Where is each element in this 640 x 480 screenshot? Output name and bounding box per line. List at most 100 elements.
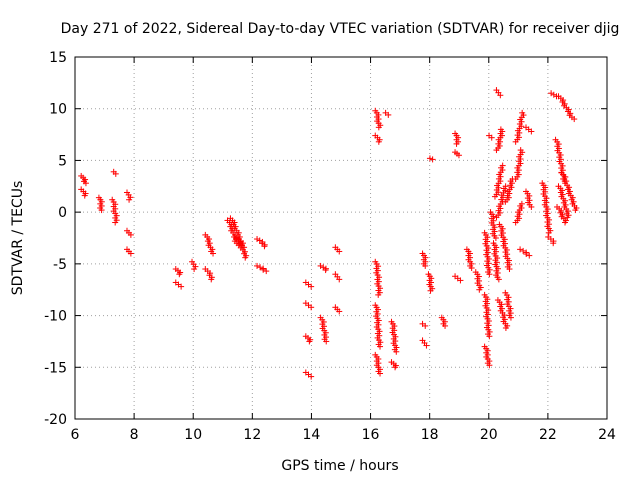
data-point — [517, 246, 524, 253]
x-axis-title: GPS time / hours — [281, 458, 398, 474]
data-point — [306, 338, 313, 345]
axis-ticks: 6 8 10 12 14 16 18 20 22 24 -20 -15 -10 -5 0 5 10 15 — [44, 50, 616, 443]
data-point — [562, 219, 569, 226]
y-tick-label: -10 — [44, 309, 67, 325]
data-point — [499, 162, 506, 169]
data-point — [453, 140, 460, 147]
data-point — [336, 248, 343, 255]
data-point — [178, 283, 185, 290]
data-point — [517, 147, 524, 154]
data-point — [457, 277, 464, 284]
data-point — [392, 364, 399, 371]
data-point — [423, 342, 430, 349]
x-tick-label: 18 — [421, 427, 439, 443]
y-tick-label: 10 — [49, 102, 67, 118]
data-point — [112, 170, 119, 177]
data-point — [550, 91, 557, 98]
x-tick-label: 10 — [184, 427, 202, 443]
grid — [75, 57, 607, 419]
data-point — [323, 338, 330, 345]
data-point — [81, 192, 88, 199]
data-point — [393, 348, 400, 355]
data-point — [528, 203, 535, 210]
data-point — [564, 214, 571, 221]
data-point — [422, 322, 429, 329]
data-point — [528, 128, 535, 135]
data-point — [210, 250, 217, 257]
y-tick-label: 15 — [49, 50, 67, 66]
y-tick-label: -15 — [44, 360, 67, 376]
data-point — [375, 291, 382, 298]
data-point — [486, 362, 493, 369]
data-point — [492, 235, 499, 241]
data-point — [308, 304, 315, 311]
data-point — [242, 254, 249, 261]
data-point — [427, 287, 434, 294]
data-point — [263, 268, 270, 275]
data-point — [254, 262, 261, 269]
data-point — [488, 134, 495, 141]
x-tick-label: 16 — [362, 427, 380, 443]
data-point — [526, 252, 533, 259]
data-point — [191, 266, 198, 273]
data-point — [322, 267, 329, 274]
data-point — [308, 373, 315, 380]
data-point — [495, 276, 502, 283]
data-point — [502, 324, 509, 331]
data-point — [377, 370, 384, 377]
x-tick-label: 12 — [243, 427, 261, 443]
data-point — [442, 322, 449, 329]
data-point — [486, 333, 493, 340]
data-point — [519, 109, 526, 116]
y-tick-label: -5 — [53, 257, 67, 273]
data-point — [261, 243, 268, 250]
data-point — [548, 90, 555, 97]
x-tick-label: 6 — [71, 427, 80, 443]
data-point — [176, 271, 183, 278]
data-point — [126, 196, 133, 203]
x-tick-label: 22 — [539, 427, 557, 443]
data-point — [426, 155, 433, 162]
data-point — [336, 276, 343, 283]
x-tick-label: 20 — [480, 427, 498, 443]
data-point — [468, 264, 475, 271]
data-point — [112, 219, 119, 226]
y-tick-label: -20 — [44, 412, 67, 428]
plot-frame — [74, 56, 608, 420]
data-point — [308, 283, 315, 290]
data-point — [523, 251, 530, 258]
x-tick-label: 14 — [303, 427, 321, 443]
data-point — [336, 308, 343, 315]
data-point — [429, 156, 436, 163]
x-tick-label: 24 — [598, 427, 616, 443]
data-point — [520, 247, 527, 254]
y-tick-label: 5 — [58, 153, 67, 169]
chart-title: Day 271 of 2022, Sidereal Day-to-day VTE… — [61, 21, 620, 37]
data-point — [497, 92, 504, 99]
data-point — [497, 126, 504, 133]
data-point — [127, 250, 134, 257]
data-point — [385, 111, 392, 118]
data-point — [476, 286, 483, 293]
data-point — [257, 264, 264, 271]
data-point — [127, 231, 134, 238]
data-point — [507, 314, 514, 321]
data-point — [486, 271, 493, 278]
data-point — [254, 236, 261, 243]
data-points — [78, 87, 580, 380]
data-point — [502, 183, 509, 190]
x-tick-label: 8 — [130, 427, 139, 443]
data-point — [455, 152, 462, 159]
data-point — [375, 124, 382, 131]
data-point — [377, 343, 384, 350]
y-axis-title: SDTVAR / TECUs — [10, 181, 26, 296]
data-point — [208, 276, 215, 283]
data-point — [317, 262, 324, 269]
data-point — [375, 138, 382, 145]
data-point — [260, 266, 267, 273]
data-point — [518, 200, 525, 207]
data-point — [550, 240, 557, 247]
data-point — [82, 180, 89, 187]
data-point — [572, 207, 579, 214]
